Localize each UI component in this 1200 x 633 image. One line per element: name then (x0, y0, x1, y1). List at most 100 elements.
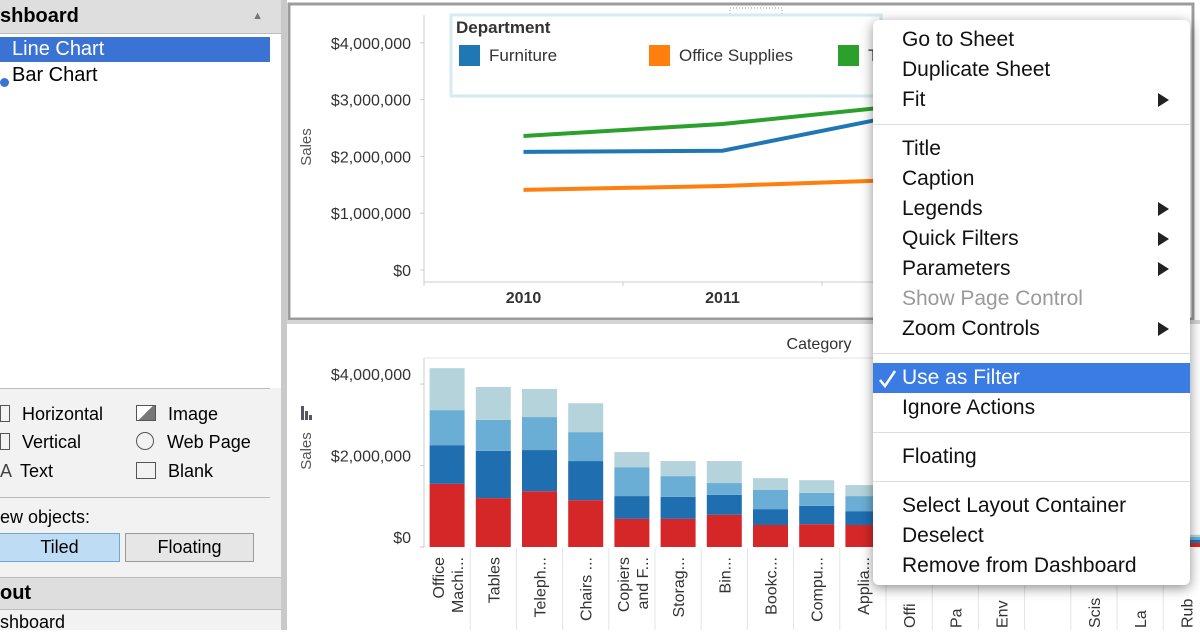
sheet-check-icon (0, 78, 9, 87)
chart-title: Category (787, 336, 852, 353)
menu-separator (873, 124, 1190, 125)
menu-item[interactable]: Parameters (873, 254, 1190, 284)
menu-separator (873, 481, 1190, 482)
bar-segment (429, 483, 465, 547)
x-tick-label: Tables (486, 557, 503, 603)
bar-segment (568, 500, 604, 547)
bar-segment (660, 461, 696, 477)
submenu-arrow (1158, 322, 1169, 336)
bar-segment (522, 491, 557, 547)
context-menu: Go to Sheet Duplicate Sheet Fit Title Captio… (873, 20, 1190, 585)
bar-segment (706, 514, 742, 547)
splitter[interactable] (281, 0, 287, 630)
sheet-item-selected[interactable]: Line Chart (0, 37, 270, 62)
object-blank[interactable]: Blank (136, 461, 213, 482)
bar-segment (753, 489, 788, 510)
menu-item[interactable]: Duplicate Sheet (873, 55, 1190, 85)
menu-item-label: Fit (902, 88, 926, 111)
x-tick-label: Bookc... (764, 557, 781, 615)
menu-item[interactable]: Deselect (873, 521, 1190, 551)
floating-button[interactable]: Floating (125, 533, 254, 562)
menu-item[interactable]: Floating (873, 442, 1190, 472)
bar-segment (799, 492, 835, 506)
x-tick-label: Applia... (856, 557, 873, 615)
menu-item-label: Ignore Actions (902, 396, 1036, 419)
y-axis-label: Sales (298, 432, 315, 470)
x-tick-label: Rub (1179, 599, 1196, 628)
y-tick-label: $3,000,000 (331, 93, 411, 110)
legend-swatch (459, 45, 480, 66)
object-vertical[interactable]: Vertical (0, 432, 81, 453)
sheet-divider (287, 320, 1200, 324)
menu-item[interactable]: Title (873, 134, 1190, 164)
menu-item[interactable]: Go to Sheet (873, 25, 1190, 55)
bar-segment (475, 386, 511, 420)
bar-segment (429, 368, 465, 411)
menu-item[interactable]: Zoom Controls (873, 314, 1190, 344)
menu-item[interactable]: Remove from Dashboard (873, 551, 1190, 581)
object-label: Image (168, 404, 219, 424)
new-objects-label: ew objects: (0, 507, 91, 527)
menu-item[interactable]: Select Layout Container (873, 491, 1190, 521)
bar-segment (522, 450, 557, 492)
object-image[interactable]: Image (136, 404, 218, 425)
menu-separator (873, 432, 1190, 433)
menu-item[interactable]: Legends (873, 194, 1190, 224)
menu-item: Show Page Control (873, 284, 1190, 314)
object-label: Web Page (167, 432, 251, 452)
layout-header: out (0, 577, 281, 610)
divider (0, 497, 270, 498)
x-tick-label: 2010 (506, 290, 542, 307)
x-tick-label: Bin... (717, 557, 734, 593)
object-horizontal[interactable]: Horizontal (0, 404, 103, 425)
menu-item[interactable]: Ignore Actions (873, 393, 1190, 423)
bar-segment (845, 511, 881, 526)
menu-item-label: Deselect (902, 524, 984, 547)
menu-item-label: Use as Filter (902, 366, 1020, 389)
y-tick-label: $4,000,000 (331, 367, 411, 384)
bar-segment (753, 525, 788, 547)
tiled-button[interactable]: Tiled (0, 533, 120, 562)
menu-item-label: Floating (902, 445, 977, 468)
sidebar: shboard ▲ Line Chart Bar Chart Horizontal… (0, 0, 281, 632)
menu-item[interactable]: Use as Filter (873, 363, 1190, 393)
layout-item[interactable]: shboard (0, 612, 66, 632)
menu-item[interactable]: Caption (873, 164, 1190, 194)
x-tick-label: Offi (902, 603, 919, 628)
menu-item-label: Zoom Controls (902, 317, 1040, 340)
bar-segment (614, 496, 650, 519)
bar-segment (799, 505, 835, 525)
legend-label: Office Supplies (679, 46, 793, 65)
object-label: Vertical (22, 432, 82, 452)
y-tick-label: $1,000,000 (331, 206, 411, 223)
x-tick-label: Storag... (671, 557, 688, 617)
y-tick-label: $0 (393, 530, 411, 547)
x-tick-label: Office Machi... (431, 557, 467, 618)
sheet-name: Line Chart (12, 38, 105, 60)
menu-separator (873, 353, 1190, 354)
x-tick-label: Pa (948, 608, 965, 628)
bar-segment (614, 467, 650, 497)
bar-segment (429, 445, 465, 484)
check-icon (879, 370, 897, 389)
menu-item[interactable]: Fit (873, 85, 1190, 115)
menu-item[interactable]: Quick Filters (873, 224, 1190, 254)
object-text[interactable]: A Text (0, 461, 54, 481)
bar-segment (475, 498, 511, 547)
x-tick-label: Env (995, 600, 1012, 628)
object-label: Horizontal (22, 404, 104, 424)
bar-segment (845, 485, 881, 497)
sheet-list (0, 34, 281, 388)
bar-segment (475, 450, 511, 499)
sort-arrows[interactable]: ▲ (252, 10, 263, 22)
x-tick-label: Copiers and F... (616, 557, 652, 614)
object-label: Blank (168, 461, 214, 481)
bar-segment (475, 419, 511, 451)
menu-item-label: Go to Sheet (902, 28, 1015, 51)
bar-segment (568, 403, 604, 433)
bar-segment (522, 388, 557, 418)
object-web-page[interactable]: Web Page (136, 432, 251, 453)
bar-segment (799, 480, 835, 493)
bar-segment (568, 432, 604, 462)
